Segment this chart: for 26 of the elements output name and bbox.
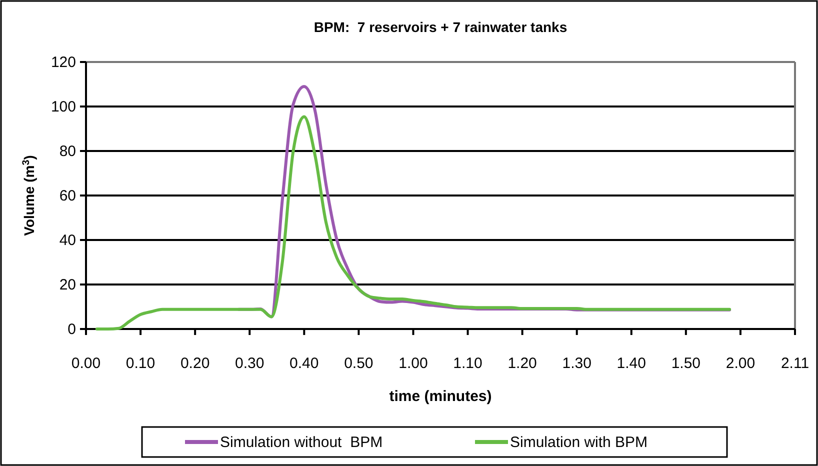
legend-label: Simulation without BPM [220, 434, 383, 451]
y-tick-label: 120 [50, 54, 76, 71]
x-tick-label: 1.50 [671, 355, 701, 372]
y-tick-label: 40 [59, 232, 76, 249]
x-tick-label: 0.50 [344, 355, 374, 372]
legend-label: Simulation with BPM [510, 434, 648, 451]
x-tick-label: 1.10 [453, 355, 482, 372]
y-tick-label: 20 [59, 276, 76, 294]
y-tick-label: 60 [59, 188, 76, 204]
x-tick-label: 1.20 [508, 355, 537, 372]
x-tick-label: 1.40 [616, 355, 646, 372]
x-tick-label: 2.00 [726, 355, 756, 372]
x-axis-title: time (minutes) [389, 388, 492, 405]
x-tick-label: 1.30 [562, 355, 592, 372]
x-tick-label: 1.00 [398, 355, 428, 372]
x-tick-label: 0.40 [290, 355, 319, 372]
x-tick-label: 0.10 [126, 355, 156, 372]
x-tick-label: 0.30 [235, 355, 264, 372]
y-tick-label: 0 [68, 321, 76, 338]
x-tick-label: 2.11 [780, 355, 810, 372]
line-series [95, 115, 732, 330]
x-tick-label: 0.00 [71, 355, 101, 372]
chart-title: BPM: 7 reservoirs + 7 rainwater tanks [314, 19, 568, 35]
x-tick-label: 0.20 [180, 355, 210, 372]
y-tick-label: 80 [59, 143, 76, 160]
y-tick-label: 100 [50, 98, 76, 116]
